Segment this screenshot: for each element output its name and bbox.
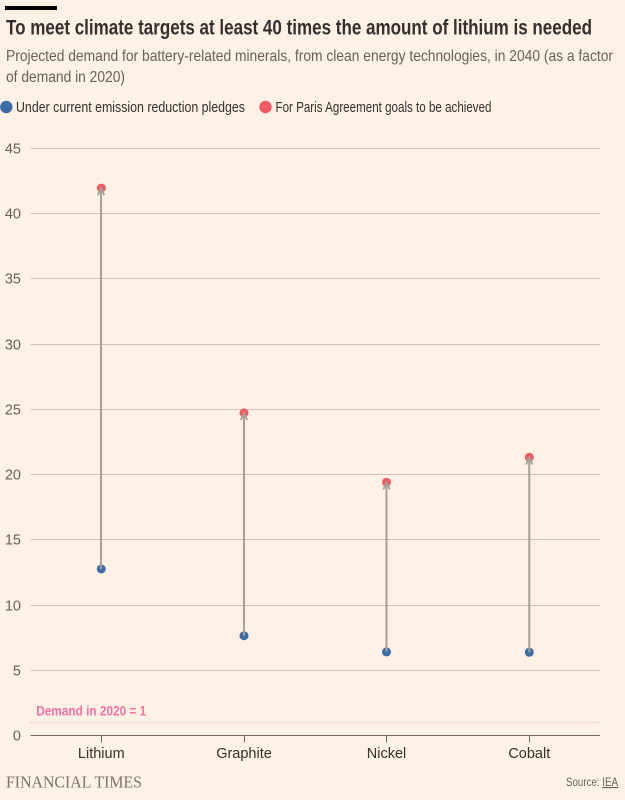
svg-text:To meet climate targets at lea: To meet climate targets at least 40 time… xyxy=(6,17,592,40)
svg-text:40: 40 xyxy=(5,207,21,223)
svg-text:FINANCIAL TIMES: FINANCIAL TIMES xyxy=(6,773,142,792)
svg-text:Nickel: Nickel xyxy=(367,746,406,762)
svg-text:15: 15 xyxy=(5,533,21,549)
svg-text:Lithium: Lithium xyxy=(78,746,125,762)
svg-text:Under current emission reducti: Under current emission reduction pledges xyxy=(16,99,245,116)
svg-text:0: 0 xyxy=(13,729,21,745)
svg-text:Cobalt: Cobalt xyxy=(508,746,550,762)
svg-text:Projected demand for battery-r: Projected demand for battery-related min… xyxy=(6,48,614,65)
svg-text:of demand in 2020): of demand in 2020) xyxy=(6,69,125,86)
svg-text:Source: IEA: Source: IEA xyxy=(566,777,618,789)
svg-text:30: 30 xyxy=(5,338,21,354)
svg-text:25: 25 xyxy=(5,403,21,419)
svg-text:Demand in 2020 = 1: Demand in 2020 = 1 xyxy=(36,703,146,718)
svg-text:35: 35 xyxy=(5,272,21,288)
svg-text:10: 10 xyxy=(5,599,21,615)
svg-text:20: 20 xyxy=(5,468,21,484)
svg-text:5: 5 xyxy=(13,664,21,680)
svg-text:Graphite: Graphite xyxy=(216,746,272,762)
svg-text:For Paris Agreement goals to b: For Paris Agreement goals to be achieved xyxy=(276,99,492,116)
svg-text:45: 45 xyxy=(5,142,21,158)
